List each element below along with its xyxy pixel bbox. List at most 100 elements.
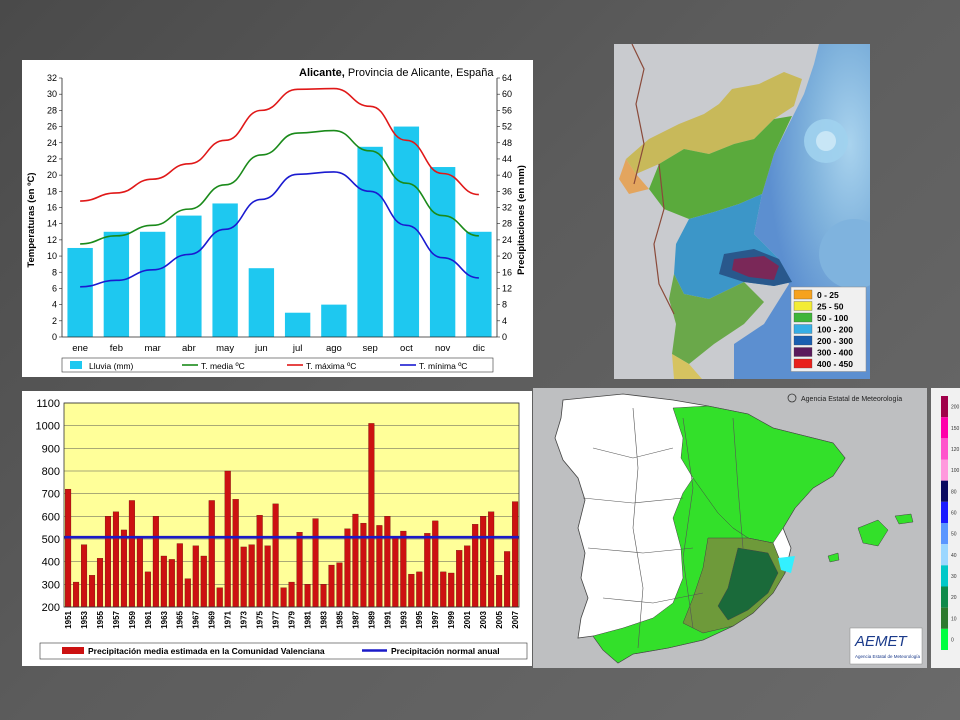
y-tick-label-right: 0 <box>502 332 507 342</box>
y-tick-label-left: 6 <box>52 283 57 293</box>
y-tick-label: 900 <box>42 443 60 455</box>
annual-precipitation-chart: 200 300 400 500 600 700 800 900 1000 1100 1951 1953… <box>36 398 528 660</box>
x-tick-label: 2005 <box>495 610 504 628</box>
y-tick-label-left: 0 <box>52 332 57 342</box>
legend-swatch <box>793 289 813 300</box>
x-tick-label: 1999 <box>447 610 456 628</box>
rain-bar <box>284 312 311 337</box>
x-tick-label: 1991 <box>383 610 392 628</box>
rain-bar <box>212 203 238 337</box>
x-tick-label: abr <box>182 343 196 354</box>
precip-bar <box>400 530 407 608</box>
y-tick-label-left: 24 <box>47 138 57 148</box>
precip-bar <box>104 516 112 608</box>
precip-bar <box>144 571 151 608</box>
zone-cyan <box>778 556 795 573</box>
scale-label: 60 <box>951 511 957 517</box>
y-tick-label-right: 36 <box>502 186 512 196</box>
legend-label: 50 - 100 <box>817 313 848 323</box>
x-tick-label: 1971 <box>224 610 233 628</box>
y-tick-label-left: 16 <box>47 203 57 213</box>
x-tick-label: ene <box>72 343 88 354</box>
precip-bar <box>208 500 215 608</box>
x-tick-label: 1969 <box>208 610 217 628</box>
x-tick-label: 1965 <box>176 610 185 628</box>
legend-label: T. media ºC <box>201 361 245 371</box>
y-tick-label: 1000 <box>36 421 60 433</box>
rain-bar <box>466 231 492 337</box>
x-tick-label: 1975 <box>256 610 265 628</box>
precip-bar <box>288 581 295 608</box>
y-tick-label: 500 <box>42 534 60 546</box>
y-tick-label-left: 2 <box>52 316 57 326</box>
precip-bar <box>192 545 199 608</box>
scale-swatch <box>941 523 948 545</box>
scale-label: 10 <box>951 616 957 622</box>
scale-swatch <box>941 480 948 502</box>
x-tick-label: 2001 <box>463 610 472 628</box>
precip-bar <box>96 558 104 608</box>
x-tick-label: 1977 <box>272 610 281 628</box>
precip-bar <box>65 488 72 608</box>
scale-swatch <box>941 607 948 629</box>
x-tick-label: feb <box>110 343 123 354</box>
y-tick-label: 1100 <box>36 398 60 410</box>
legend-label: Lluvia (mm) <box>89 361 134 371</box>
y-tick-label-left: 12 <box>47 235 57 245</box>
precip-bar <box>168 559 175 608</box>
x-tick-label: 1953 <box>80 610 89 628</box>
scale-label: 30 <box>951 574 957 580</box>
y-tick-label-right: 4 <box>502 316 507 326</box>
y-tick-label-right: 24 <box>502 235 512 245</box>
y-tick-label-right: 56 <box>502 105 512 115</box>
x-tick-label: 1993 <box>399 610 408 628</box>
precip-bar <box>280 587 287 608</box>
aemet-logo <box>849 627 923 665</box>
precip-bar <box>336 562 343 608</box>
precip-bar <box>384 516 391 608</box>
x-tick-label: nov <box>435 343 451 354</box>
precip-bar <box>256 515 263 608</box>
region-far-south <box>672 354 702 379</box>
rain-bar <box>248 268 275 337</box>
precip-bar <box>432 520 439 608</box>
scale-swatch <box>941 501 948 523</box>
precip-bar <box>448 572 455 608</box>
sea-contour-inner <box>816 131 836 151</box>
precip-bar <box>424 533 431 608</box>
aemet-spain-map: Agencia Estatal de Meteorología AEMET Ag… <box>533 388 927 668</box>
y-tick-label-right: 44 <box>502 154 512 164</box>
x-tick-label: mar <box>144 343 160 354</box>
rain-bar <box>429 167 456 337</box>
y-tick-label-left: 8 <box>52 267 57 277</box>
precip-bar <box>464 545 471 608</box>
y-tick-label-left: 28 <box>47 105 57 115</box>
precip-bar <box>264 545 271 608</box>
sea-contour-2 <box>819 219 870 289</box>
legend-swatch <box>793 324 813 334</box>
x-tick-label: jul <box>292 343 303 354</box>
legend-box <box>61 357 494 373</box>
precip-bar <box>128 500 135 608</box>
precip-bar <box>368 423 375 608</box>
y-tick-label-left: 22 <box>47 154 57 164</box>
y-tick-label: 300 <box>42 579 60 591</box>
scale-swatch <box>941 417 948 439</box>
climograph-axes: 0246810121416182022242628303204812162024… <box>47 73 512 354</box>
scale-swatch <box>941 438 948 460</box>
legend-swatch <box>62 647 84 654</box>
x-tick-label: 1981 <box>303 610 312 628</box>
region-south <box>669 274 764 364</box>
climograph-legend: Lluvia (mm) T. media ºC T. máxima ºC T. mín… <box>61 357 494 373</box>
precip-bar <box>496 575 503 608</box>
y-tick-label-left: 10 <box>47 251 57 261</box>
scale-swatch <box>941 544 948 566</box>
x-tick-label: ago <box>326 343 342 354</box>
valencia-precipitation-map: 0 - 25 25 - 50 50 - 100 100 - 200 200 - 300 3… <box>614 44 870 379</box>
precip-bar <box>136 537 143 608</box>
precip-bar <box>320 584 327 608</box>
y-tick-label-left: 20 <box>47 170 57 180</box>
x-tick-label: 1967 <box>192 610 201 628</box>
spain-precip-map: Agencia Estatal de Meteorología AEMET Ag… <box>533 388 927 668</box>
